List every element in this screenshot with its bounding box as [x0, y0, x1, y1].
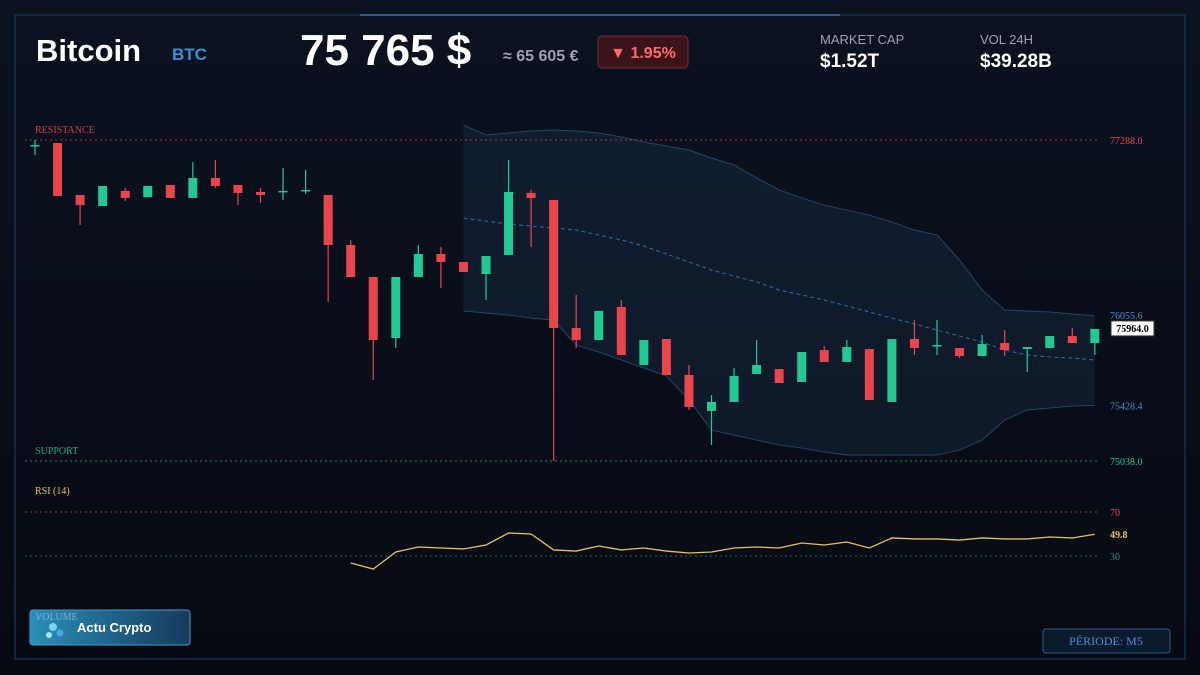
price: 75 765 $	[300, 26, 471, 75]
candle-body	[707, 401, 716, 411]
candle-body	[661, 339, 671, 376]
candle-body	[1022, 347, 1032, 350]
candle-body	[752, 365, 762, 375]
candle-body	[1067, 336, 1077, 344]
candle-body	[413, 254, 423, 277]
candle-body	[458, 262, 468, 272]
candle-body	[594, 310, 604, 341]
rsi-tick-label: 30	[1110, 552, 1120, 563]
change: ▼ 1.95%	[610, 45, 676, 62]
candle-body	[526, 192, 536, 198]
band-upper-value: 76055.6	[1110, 311, 1143, 322]
resistance-label: RESISTANCE	[35, 125, 95, 136]
volume: $39.28B	[980, 51, 1052, 72]
band-lower	[463, 310, 1095, 456]
period[interactable]: PÉRIODE: M5	[1069, 634, 1143, 648]
candle-body	[1090, 328, 1100, 344]
band-upper	[463, 124, 1095, 317]
candle-body	[323, 194, 333, 246]
coin-name: Bitcoin	[36, 33, 141, 68]
candle-body	[30, 145, 40, 147]
badge-icon	[46, 623, 64, 638]
candle-body	[301, 189, 311, 192]
badge-text: Actu Crypto	[77, 620, 151, 635]
candle-body	[75, 194, 85, 206]
candle-body	[1000, 343, 1010, 351]
market-cap-label: MARKET CAP	[820, 32, 904, 47]
resistance-value: 77288.0	[1110, 136, 1143, 147]
candle-body	[616, 306, 626, 356]
candle-body	[955, 348, 965, 357]
rsi-label: RSI (14)	[35, 486, 70, 497]
candle-body	[774, 369, 784, 383]
candle-body	[210, 177, 220, 186]
candle-body	[256, 191, 265, 195]
candle-body	[909, 339, 919, 349]
candle-body	[864, 349, 874, 400]
change-badge	[597, 35, 689, 69]
badge-caption: VOLUME	[35, 612, 78, 623]
candle-body	[639, 340, 649, 366]
candle-body	[684, 375, 694, 407]
candle-body	[481, 256, 491, 274]
candle-body	[278, 190, 288, 193]
candle-body	[233, 184, 243, 193]
candle-body	[368, 276, 378, 341]
coin-symbol: BTC	[172, 45, 207, 64]
candle-body	[391, 276, 401, 339]
support-value: 75038.0	[1110, 457, 1143, 468]
candle-body	[165, 184, 175, 198]
support-label: SUPPORT	[35, 446, 78, 457]
plot: RESISTANCE 77288.0 SUPPORT 75038.0 76055.6 75…	[25, 124, 1155, 570]
candle-body	[98, 185, 108, 207]
candle-body	[188, 177, 198, 198]
candle-body	[819, 350, 829, 363]
band-lower-value: 75428.4	[1110, 401, 1143, 412]
candle-body	[797, 352, 807, 382]
band-middle	[463, 217, 1095, 361]
candle-body	[120, 190, 130, 198]
period-box[interactable]	[1042, 628, 1171, 654]
candle-body	[346, 245, 356, 277]
candle-body	[436, 254, 446, 263]
candle-body	[977, 344, 987, 357]
candle-body	[1045, 336, 1055, 349]
volume-label: VOL 24H	[980, 32, 1033, 47]
market-cap: $1.52T	[820, 51, 880, 72]
candle-body	[571, 328, 581, 341]
candle-body	[932, 345, 942, 347]
candle-body	[143, 185, 153, 198]
candle-body	[729, 376, 739, 402]
candle-body	[887, 339, 897, 402]
rsi-tick-label: 70	[1110, 508, 1120, 519]
last-price-box	[1110, 320, 1155, 337]
rsi-line	[350, 532, 1095, 570]
last-price-label: 75964.0	[1116, 324, 1149, 335]
candle-body	[549, 199, 559, 329]
candle-body	[53, 143, 63, 196]
badge	[29, 609, 191, 646]
price-eur: ≈ 65 605 €	[503, 48, 579, 65]
candle-body	[842, 347, 852, 363]
rsi-value: 49.8	[1110, 530, 1128, 541]
candle-body	[504, 191, 514, 256]
